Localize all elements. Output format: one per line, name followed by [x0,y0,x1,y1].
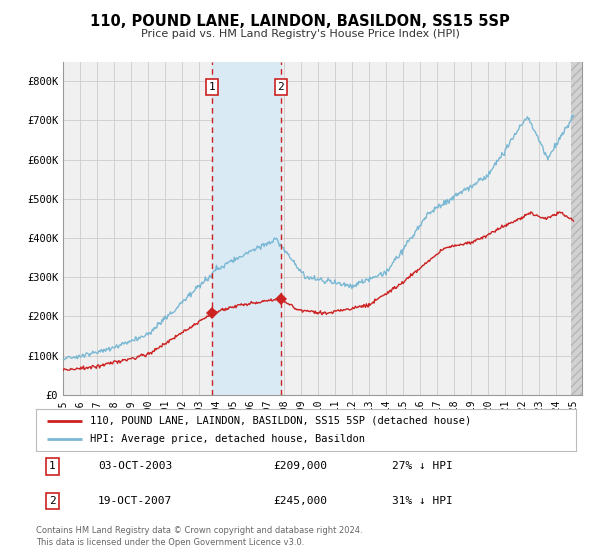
Text: Price paid vs. HM Land Registry's House Price Index (HPI): Price paid vs. HM Land Registry's House … [140,29,460,39]
Text: 1: 1 [209,82,215,92]
Text: 19-OCT-2007: 19-OCT-2007 [98,496,172,506]
Text: Contains HM Land Registry data © Crown copyright and database right 2024.: Contains HM Land Registry data © Crown c… [36,526,362,535]
Text: 31% ↓ HPI: 31% ↓ HPI [392,496,453,506]
Bar [571,62,582,395]
Text: 1: 1 [49,461,56,472]
Text: 27% ↓ HPI: 27% ↓ HPI [392,461,453,472]
Text: 110, POUND LANE, LAINDON, BASILDON, SS15 5SP (detached house): 110, POUND LANE, LAINDON, BASILDON, SS15… [90,416,471,426]
Text: 03-OCT-2003: 03-OCT-2003 [98,461,172,472]
Text: HPI: Average price, detached house, Basildon: HPI: Average price, detached house, Basi… [90,434,365,444]
Text: 110, POUND LANE, LAINDON, BASILDON, SS15 5SP: 110, POUND LANE, LAINDON, BASILDON, SS15… [90,14,510,29]
Bar [571,62,582,395]
Text: £209,000: £209,000 [274,461,328,472]
Text: This data is licensed under the Open Government Licence v3.0.: This data is licensed under the Open Gov… [36,538,304,547]
Text: 2: 2 [277,82,284,92]
Text: 2: 2 [49,496,56,506]
Text: £245,000: £245,000 [274,496,328,506]
Bar [212,62,281,395]
